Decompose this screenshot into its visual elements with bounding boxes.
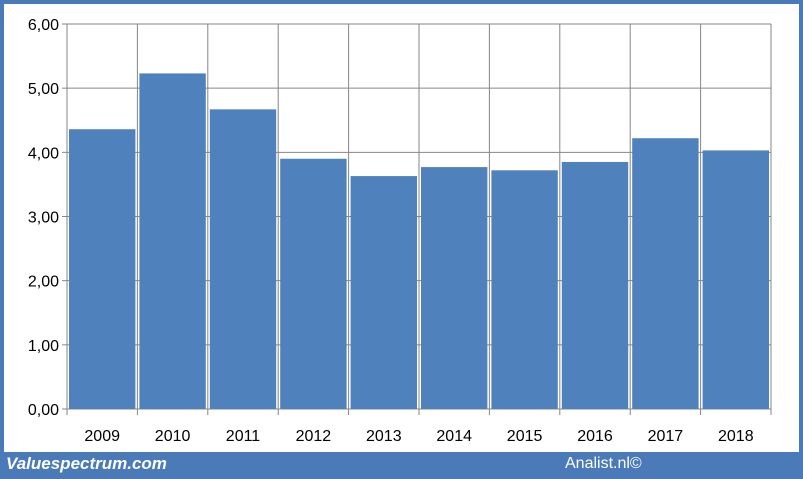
y-tick-label: 1,00: [28, 338, 59, 355]
y-tick-label: 5,00: [28, 81, 59, 98]
x-tick-label: 2015: [507, 428, 543, 445]
x-tick-label: 2009: [84, 428, 120, 445]
y-tick-label: 6,00: [28, 17, 59, 34]
y-tick-label: 3,00: [28, 210, 59, 227]
bar-2015: [491, 170, 558, 409]
bar-2017: [632, 138, 699, 409]
y-tick-label: 0,00: [28, 402, 59, 419]
y-tick-label: 4,00: [28, 145, 59, 162]
x-tick-label: 2016: [577, 428, 613, 445]
bar-2013: [350, 176, 417, 409]
x-tick-label: 2013: [366, 428, 402, 445]
bar-2014: [421, 167, 488, 409]
bar-2010: [139, 73, 206, 410]
x-tick-label: 2012: [296, 428, 332, 445]
footer-source-label: Analist.nl©: [565, 455, 642, 472]
bar-2009: [69, 129, 136, 409]
bar-2018: [702, 150, 769, 410]
x-tick-label: 2018: [718, 428, 754, 445]
x-tick-label: 2010: [155, 428, 191, 445]
bar-2016: [561, 161, 629, 409]
bar-2012: [280, 158, 347, 409]
footer-brand-label: Valuespectrum.com: [6, 454, 167, 473]
x-tick-label: 2011: [226, 428, 261, 445]
x-tick-label: 2017: [648, 428, 684, 445]
bar-2011: [209, 109, 277, 409]
y-tick-label: 2,00: [28, 274, 59, 291]
x-tick-label: 2014: [436, 428, 472, 445]
